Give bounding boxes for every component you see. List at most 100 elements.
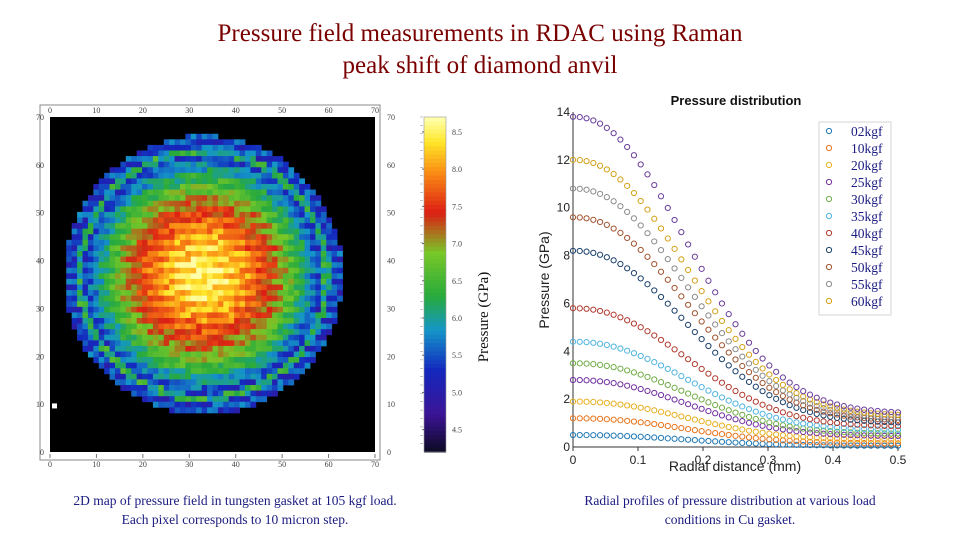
map-cell	[261, 178, 268, 185]
map-cell	[109, 256, 116, 263]
profile-point	[833, 435, 841, 442]
map-cell	[228, 156, 235, 163]
map-cell	[234, 284, 240, 291]
map-cell	[255, 217, 262, 224]
map-cell	[223, 206, 230, 213]
map-cell	[163, 385, 170, 391]
map-cell	[196, 340, 203, 347]
map-cell	[87, 228, 94, 235]
map-cell	[158, 368, 165, 375]
map-cell	[131, 345, 138, 352]
map-cell	[282, 161, 289, 168]
map-cell	[234, 245, 240, 252]
map-cell	[212, 206, 219, 213]
profile-point	[888, 411, 895, 418]
colorbar-segment	[424, 125, 446, 131]
map-cell	[326, 217, 333, 224]
map-cell	[131, 262, 138, 269]
profile-point	[739, 411, 746, 418]
map-cell	[163, 161, 170, 168]
map-cell	[136, 200, 143, 207]
map-cell	[207, 167, 213, 174]
profile-point	[806, 391, 814, 398]
map-cell	[152, 161, 159, 168]
profile-point	[867, 430, 875, 437]
map-cell	[142, 368, 148, 375]
map-cell	[250, 167, 257, 174]
map-cell	[250, 267, 257, 274]
map-cell	[71, 273, 78, 280]
map-cell	[331, 284, 338, 291]
map-cell	[163, 245, 170, 252]
profile-point	[603, 432, 610, 439]
map-cell	[266, 273, 273, 280]
map-cell	[147, 256, 154, 263]
map-cell	[282, 223, 289, 230]
map-cell	[196, 312, 203, 319]
profile-point	[603, 399, 610, 407]
map-cell	[190, 357, 197, 364]
map-cell	[158, 318, 165, 324]
map-cell	[190, 301, 197, 308]
map-cell	[255, 385, 262, 391]
map-cell	[93, 267, 100, 274]
map-cell	[147, 284, 154, 291]
map-cell	[87, 234, 94, 241]
map-cell	[310, 329, 316, 336]
map-cell	[158, 234, 165, 241]
map-cell	[158, 144, 165, 151]
map-cell	[201, 133, 208, 140]
profile-point	[732, 335, 739, 342]
map-cell	[239, 345, 246, 352]
map-cell	[109, 234, 116, 241]
colorbar-segment	[424, 330, 446, 336]
map-cell	[125, 184, 132, 190]
map-cell	[174, 195, 181, 202]
map-cell	[98, 301, 105, 308]
map-cell	[147, 345, 154, 352]
map-cell	[299, 195, 305, 202]
map-cell	[261, 284, 268, 291]
map-cell	[180, 262, 186, 269]
map-cell	[288, 189, 295, 196]
map-cell	[201, 245, 208, 252]
map-cell	[163, 351, 170, 358]
map-cell	[196, 133, 203, 140]
map-cell	[288, 256, 295, 263]
map-cell	[93, 345, 100, 352]
map-cell	[104, 278, 110, 285]
map-cell	[266, 195, 273, 202]
profile-series	[569, 431, 902, 449]
profile-point	[847, 410, 854, 417]
map-cell	[109, 223, 116, 230]
profile-point	[854, 421, 861, 428]
map-cell	[288, 223, 295, 230]
profile-point	[637, 404, 644, 411]
map-cell	[212, 334, 219, 341]
map-cell	[115, 223, 121, 230]
map-cell	[115, 312, 121, 319]
profile-y-tick: 6	[563, 296, 570, 310]
map-cell	[131, 334, 138, 341]
map-cell	[180, 150, 186, 157]
map-cell	[282, 167, 289, 174]
map-cell	[250, 401, 257, 408]
map-cell	[136, 362, 143, 369]
profile-point	[894, 436, 902, 443]
profile-x-tick: 0	[570, 453, 577, 467]
map-cell	[250, 312, 257, 319]
map-cell	[152, 334, 159, 341]
map-cell	[207, 206, 213, 213]
map-cell	[180, 178, 186, 185]
map-cell	[131, 323, 138, 330]
map-cell	[228, 167, 235, 174]
map-cell	[212, 362, 219, 369]
map-cell	[185, 139, 192, 146]
map-cell	[201, 256, 208, 263]
map-cell	[185, 295, 192, 302]
map-cell	[115, 373, 121, 380]
map-cell	[147, 228, 154, 235]
map-cell	[228, 245, 235, 252]
map-cell	[234, 273, 240, 280]
map-cell	[228, 144, 235, 151]
